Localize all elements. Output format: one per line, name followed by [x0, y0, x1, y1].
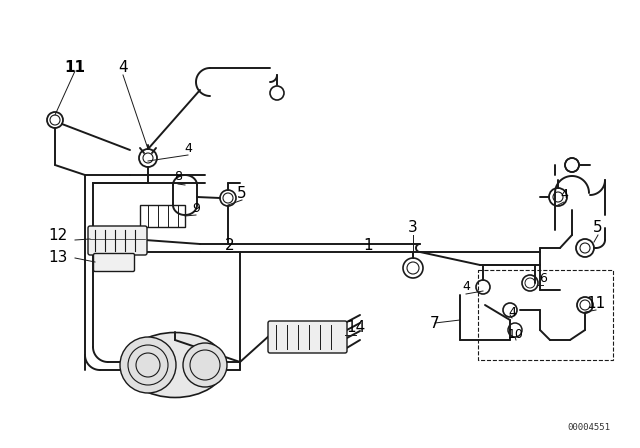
Text: 4: 4 [508, 306, 516, 319]
Bar [478, 270, 613, 360]
Text: 00004551: 00004551 [567, 423, 610, 432]
Text: 4: 4 [560, 189, 568, 202]
Text: 4: 4 [184, 142, 192, 155]
Text: 5: 5 [237, 185, 247, 201]
Circle shape [120, 337, 176, 393]
Circle shape [183, 343, 227, 387]
FancyBboxPatch shape [88, 226, 147, 255]
FancyBboxPatch shape [268, 321, 347, 353]
Text: 11: 11 [65, 60, 86, 76]
Text: 8: 8 [174, 171, 182, 184]
Text: 6: 6 [539, 271, 547, 284]
Text: 13: 13 [48, 250, 68, 266]
Text: 5: 5 [593, 220, 603, 236]
Text: 9: 9 [192, 202, 200, 215]
Text: 14: 14 [346, 320, 365, 336]
Text: 11: 11 [586, 296, 605, 310]
Bar [140, 205, 185, 227]
Text: 2: 2 [225, 237, 235, 253]
Text: 3: 3 [408, 220, 418, 236]
Text: 12: 12 [49, 228, 68, 244]
Text: 10: 10 [508, 328, 524, 341]
Text: 4: 4 [118, 60, 128, 76]
Text: 4: 4 [462, 280, 470, 293]
FancyBboxPatch shape [93, 254, 134, 271]
Ellipse shape [125, 332, 225, 397]
Text: 1: 1 [363, 237, 373, 253]
Text: 7: 7 [430, 315, 440, 331]
